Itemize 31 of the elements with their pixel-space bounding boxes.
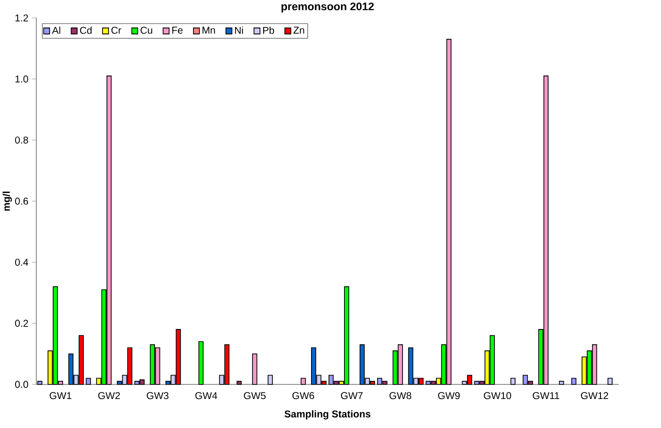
y-tick-label: 1.2 bbox=[15, 14, 28, 22]
x-tick-label: GW10 bbox=[484, 392, 512, 400]
x-tick-label: GW8 bbox=[390, 392, 412, 400]
x-axis-title: Sampling Stations bbox=[284, 410, 370, 420]
legend-label: Ni bbox=[235, 26, 243, 34]
legend-label: Pb bbox=[263, 26, 274, 34]
legend-label: Mn bbox=[202, 26, 215, 34]
chart-title: premonsoon 2012 bbox=[282, 2, 374, 12]
x-tick-label: GW2 bbox=[98, 392, 120, 400]
x-tick-label: GW5 bbox=[244, 392, 266, 400]
legend-label: Fe bbox=[172, 26, 183, 34]
legend-label: Cd bbox=[80, 26, 92, 34]
y-tick-label: 0.4 bbox=[15, 258, 28, 266]
x-tick-label: GW3 bbox=[146, 392, 168, 400]
x-tick-label: GW4 bbox=[195, 392, 218, 400]
x-tick-label: GW1 bbox=[50, 392, 72, 400]
x-tick-label: GW6 bbox=[292, 392, 314, 400]
legend-label: Cr bbox=[111, 26, 122, 34]
y-tick-label: 0.0 bbox=[15, 380, 28, 388]
y-tick-label: 0.2 bbox=[15, 320, 28, 327]
y-axis-title: mg/l bbox=[2, 192, 12, 211]
y-tick-label: 1.0 bbox=[15, 75, 28, 82]
legend-label: Cu bbox=[140, 26, 152, 34]
y-tick-label: 0.8 bbox=[15, 136, 28, 144]
legend-label: Zn bbox=[294, 26, 304, 34]
x-tick-label: GW9 bbox=[438, 392, 460, 400]
x-tick-label: GW12 bbox=[580, 392, 608, 400]
y-tick-label: 0.6 bbox=[15, 198, 28, 205]
legend-label: Al bbox=[52, 26, 60, 34]
x-tick-label: GW11 bbox=[532, 392, 560, 400]
x-tick-label: GW7 bbox=[341, 392, 363, 400]
